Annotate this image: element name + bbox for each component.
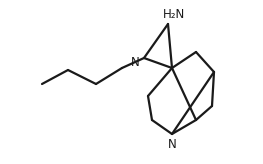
Text: H₂N: H₂N: [163, 8, 185, 20]
Text: N: N: [168, 138, 176, 151]
Text: N: N: [131, 55, 140, 69]
